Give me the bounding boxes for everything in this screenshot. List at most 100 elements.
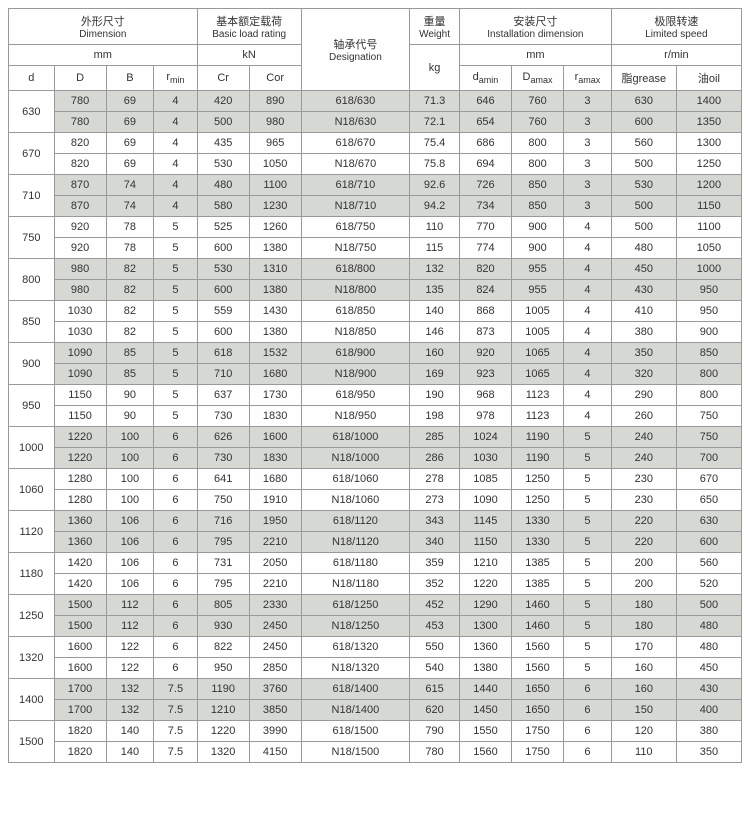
- cell: 170: [611, 637, 676, 658]
- cell: 69: [106, 154, 154, 175]
- cell: 530: [611, 175, 676, 196]
- cell: N18/1400: [301, 700, 409, 721]
- cell: 1360: [54, 532, 106, 553]
- cell: 112: [106, 595, 154, 616]
- cell: 3760: [249, 679, 301, 700]
- cell: 1680: [249, 469, 301, 490]
- cell: 480: [611, 238, 676, 259]
- table-row: 140017001327.511903760618/14006151440165…: [9, 679, 742, 700]
- cell: 435: [197, 133, 249, 154]
- cell: 618/950: [301, 385, 409, 406]
- cell: 1190: [512, 427, 564, 448]
- cell: 780: [54, 112, 106, 133]
- cell: 820: [54, 133, 106, 154]
- cell: 1650: [512, 700, 564, 721]
- cell-d: 1120: [9, 511, 55, 553]
- cell: 6: [154, 616, 197, 637]
- cell: 618/1000: [301, 427, 409, 448]
- cell: 6: [564, 700, 612, 721]
- header-designation: 轴承代号 Designation: [301, 9, 409, 91]
- cell: 750: [197, 490, 249, 511]
- cell: 1460: [512, 616, 564, 637]
- cell: 1300: [676, 133, 741, 154]
- cell: 132: [106, 700, 154, 721]
- cell: 3: [564, 175, 612, 196]
- table-row: 122010067301830N18/100028610301190524070…: [9, 448, 742, 469]
- cell: 1730: [249, 385, 301, 406]
- cell: 220: [611, 511, 676, 532]
- cell: 2210: [249, 532, 301, 553]
- cell: 122: [106, 658, 154, 679]
- cell-d: 630: [9, 91, 55, 133]
- cell: N18/1060: [301, 490, 409, 511]
- cell: 1220: [459, 574, 511, 595]
- cell: 1085: [459, 469, 511, 490]
- cell: 4: [154, 133, 197, 154]
- cell: 930: [197, 616, 249, 637]
- cell: 5: [564, 595, 612, 616]
- cell: 273: [410, 490, 460, 511]
- table-row: 1180142010667312050618/11803591210138552…: [9, 553, 742, 574]
- cell: 950: [676, 280, 741, 301]
- cell: 1320: [197, 742, 249, 763]
- cell: 646: [459, 91, 511, 112]
- cell: 1190: [512, 448, 564, 469]
- cell: 670: [676, 469, 741, 490]
- cell: 1550: [459, 721, 511, 742]
- cell: 74: [106, 175, 154, 196]
- cell: 870: [54, 175, 106, 196]
- cell: 950: [676, 301, 741, 322]
- cell: 5: [564, 490, 612, 511]
- table-row: 780694500980N18/63072.165476036001350: [9, 112, 742, 133]
- cell: 110: [611, 742, 676, 763]
- cell: 780: [410, 742, 460, 763]
- cell: 5: [564, 616, 612, 637]
- cell: 1560: [459, 742, 511, 763]
- cell: 955: [512, 259, 564, 280]
- cell: 100: [106, 490, 154, 511]
- table-row: 1120136010667161950618/11203431145133052…: [9, 511, 742, 532]
- cell: 122: [106, 637, 154, 658]
- cell: 620: [410, 700, 460, 721]
- cell: N18/750: [301, 238, 409, 259]
- cell: N18/1320: [301, 658, 409, 679]
- cell: 1150: [459, 532, 511, 553]
- table-row: 17001327.512103850N18/140062014501650615…: [9, 700, 742, 721]
- cell: 525: [197, 217, 249, 238]
- cell: 3: [564, 91, 612, 112]
- cell: 1430: [249, 301, 301, 322]
- cell: 1950: [249, 511, 301, 532]
- cell-d: 1500: [9, 721, 55, 763]
- cell: 5: [154, 406, 197, 427]
- cell: 694: [459, 154, 511, 175]
- cell: 1090: [54, 364, 106, 385]
- cell: 1500: [54, 595, 106, 616]
- cell: 5: [564, 532, 612, 553]
- col-grease: 脂grease: [611, 66, 676, 91]
- cell: 630: [611, 91, 676, 112]
- cell: 110: [410, 217, 460, 238]
- cell: 1650: [512, 679, 564, 700]
- cell: 1065: [512, 364, 564, 385]
- col-D: D: [54, 66, 106, 91]
- cell: 1100: [676, 217, 741, 238]
- cell: 6: [154, 532, 197, 553]
- cell: 430: [676, 679, 741, 700]
- cell: 600: [676, 532, 741, 553]
- cell: 5: [564, 448, 612, 469]
- cell: 480: [676, 616, 741, 637]
- cell: 380: [611, 322, 676, 343]
- cell: 955: [512, 280, 564, 301]
- cell: 1150: [676, 196, 741, 217]
- cell: 410: [611, 301, 676, 322]
- cell: 2330: [249, 595, 301, 616]
- cell: 1820: [54, 742, 106, 763]
- cell: 1030: [459, 448, 511, 469]
- cell: 4: [154, 175, 197, 196]
- cell: 2450: [249, 616, 301, 637]
- cell: N18/1180: [301, 574, 409, 595]
- cell: 1830: [249, 448, 301, 469]
- cell: 1360: [459, 637, 511, 658]
- cell: 1380: [249, 238, 301, 259]
- cell: 2850: [249, 658, 301, 679]
